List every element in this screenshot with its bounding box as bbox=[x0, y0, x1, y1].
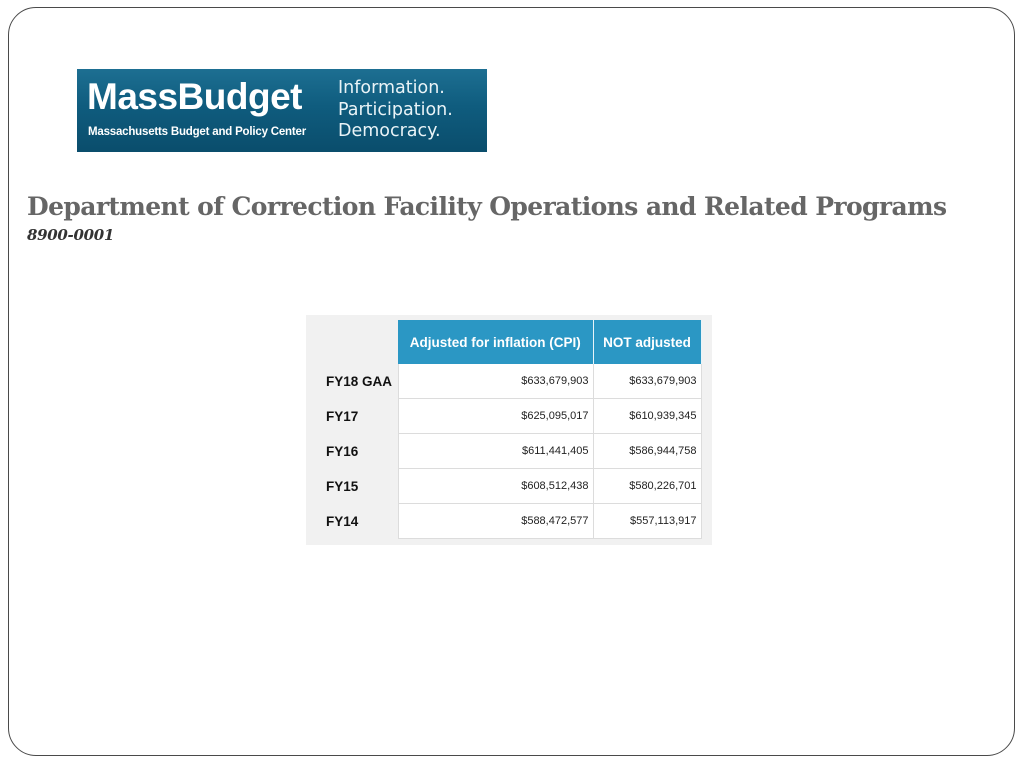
table-row: FY18 GAA $633,679,903 $633,679,903 bbox=[318, 364, 702, 399]
adjusted-value: $608,512,438 bbox=[398, 468, 594, 504]
row-label: FY16 bbox=[318, 433, 399, 469]
table-row: FY16 $611,441,405 $586,944,758 bbox=[318, 433, 702, 469]
table-row: FY17 $625,095,017 $610,939,345 bbox=[318, 398, 702, 434]
table-row: FY14 $588,472,577 $557,113,917 bbox=[318, 503, 702, 539]
row-label: FY17 bbox=[318, 398, 399, 434]
table-header-blank bbox=[318, 320, 398, 364]
logo-name: MassBudget bbox=[87, 76, 302, 117]
adjusted-value: $588,472,577 bbox=[398, 503, 594, 539]
massbudget-logo: MassBudget Massachusetts Budget and Poli… bbox=[77, 69, 487, 152]
not-adjusted-value: $580,226,701 bbox=[593, 468, 702, 504]
logo-tagline-line: Democracy. bbox=[338, 121, 441, 141]
adjusted-value: $625,095,017 bbox=[398, 398, 594, 434]
row-label: FY15 bbox=[318, 468, 399, 504]
page-title: Department of Correction Facility Operat… bbox=[27, 192, 947, 221]
not-adjusted-value: $557,113,917 bbox=[593, 503, 702, 539]
logo-subtitle: Massachusetts Budget and Policy Center bbox=[88, 126, 306, 138]
adjusted-value: $633,679,903 bbox=[398, 364, 594, 399]
budget-table-container: Adjusted for inflation (CPI) NOT adjuste… bbox=[306, 315, 712, 545]
adjusted-value: $611,441,405 bbox=[398, 433, 594, 469]
table-row: FY15 $608,512,438 $580,226,701 bbox=[318, 468, 702, 504]
table-header-row: Adjusted for inflation (CPI) NOT adjuste… bbox=[318, 320, 702, 364]
logo-tagline: Information. Participation. Democracy. bbox=[338, 78, 453, 143]
budget-table: Adjusted for inflation (CPI) NOT adjuste… bbox=[318, 320, 702, 539]
not-adjusted-value: $633,679,903 bbox=[593, 364, 702, 399]
logo-tagline-line: Participation. bbox=[338, 99, 453, 120]
table-header-adjusted: Adjusted for inflation (CPI) bbox=[398, 320, 594, 364]
page-subtitle: 8900-0001 bbox=[27, 226, 115, 244]
table-header-not-adjusted: NOT adjusted bbox=[593, 320, 702, 364]
row-label: FY18 GAA bbox=[318, 364, 399, 399]
not-adjusted-value: $610,939,345 bbox=[593, 398, 702, 434]
row-label: FY14 bbox=[318, 503, 399, 539]
logo-tagline-line: Information. bbox=[338, 78, 445, 98]
not-adjusted-value: $586,944,758 bbox=[593, 433, 702, 469]
